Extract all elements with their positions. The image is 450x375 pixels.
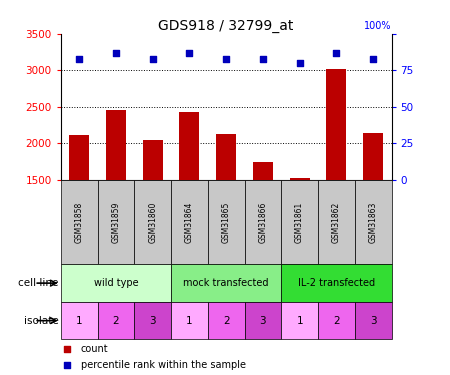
Text: 1: 1: [296, 316, 303, 326]
Text: 3: 3: [370, 316, 377, 326]
Point: [112, 50, 120, 56]
Text: 2: 2: [223, 316, 230, 326]
Bar: [318, 302, 355, 339]
Text: GSM31861: GSM31861: [295, 202, 304, 243]
Bar: [281, 302, 318, 339]
Bar: [289, 178, 310, 180]
Bar: [216, 134, 236, 180]
Bar: [253, 162, 273, 180]
Point: [64, 362, 71, 368]
Bar: [363, 133, 383, 180]
Bar: [244, 302, 281, 339]
Text: GSM31866: GSM31866: [258, 201, 267, 243]
Text: count: count: [81, 344, 108, 354]
Point: [259, 56, 266, 62]
Bar: [326, 69, 346, 180]
Bar: [171, 180, 208, 264]
Bar: [355, 180, 392, 264]
Bar: [143, 140, 163, 180]
Point: [296, 60, 303, 66]
Text: cell line: cell line: [18, 278, 58, 288]
Bar: [98, 180, 134, 264]
Bar: [355, 302, 392, 339]
Text: GSM31864: GSM31864: [185, 201, 194, 243]
Bar: [244, 180, 281, 264]
Title: GDS918 / 32799_at: GDS918 / 32799_at: [158, 19, 294, 33]
Bar: [318, 180, 355, 264]
Text: 1: 1: [76, 316, 82, 326]
Text: GSM31858: GSM31858: [75, 202, 84, 243]
Bar: [179, 112, 199, 180]
Bar: [61, 302, 98, 339]
Text: 3: 3: [260, 316, 266, 326]
Text: isolate: isolate: [24, 316, 58, 326]
Text: 2: 2: [112, 316, 119, 326]
Bar: [208, 180, 244, 264]
Text: wild type: wild type: [94, 278, 138, 288]
Bar: [208, 302, 244, 339]
Text: GSM31863: GSM31863: [369, 201, 378, 243]
Text: 2: 2: [333, 316, 340, 326]
Bar: [171, 302, 208, 339]
Text: 1: 1: [186, 316, 193, 326]
Point: [222, 56, 230, 62]
Point: [64, 346, 71, 352]
Bar: [61, 264, 171, 302]
Bar: [98, 302, 134, 339]
Point: [186, 50, 193, 56]
Bar: [61, 180, 98, 264]
Point: [333, 50, 340, 56]
Text: GSM31860: GSM31860: [148, 201, 157, 243]
Point: [369, 56, 377, 62]
Bar: [69, 135, 89, 180]
Point: [76, 56, 83, 62]
Text: GSM31862: GSM31862: [332, 202, 341, 243]
Text: 3: 3: [149, 316, 156, 326]
Point: [149, 56, 156, 62]
Bar: [106, 110, 126, 180]
Bar: [171, 264, 281, 302]
Bar: [281, 264, 392, 302]
Bar: [281, 180, 318, 264]
Bar: [134, 302, 171, 339]
Bar: [134, 180, 171, 264]
Text: mock transfected: mock transfected: [184, 278, 269, 288]
Text: GSM31859: GSM31859: [112, 201, 121, 243]
Text: percentile rank within the sample: percentile rank within the sample: [81, 360, 246, 370]
Text: GSM31865: GSM31865: [221, 201, 230, 243]
Text: IL-2 transfected: IL-2 transfected: [298, 278, 375, 288]
Text: 100%: 100%: [364, 21, 392, 31]
